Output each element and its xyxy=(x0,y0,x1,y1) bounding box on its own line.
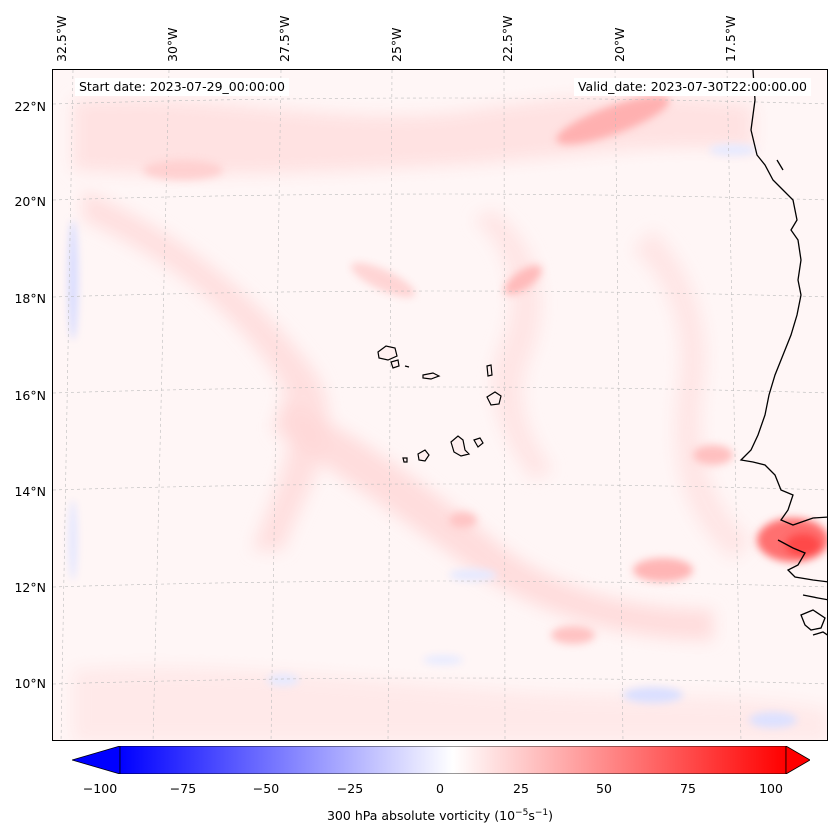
colorbar-tick-0: 0 xyxy=(436,781,444,796)
lon-label-25w: 25°W xyxy=(389,27,404,62)
colorbar-tick-neg100: −100 xyxy=(82,781,118,796)
vorticity-positive-bands xyxy=(73,95,827,740)
lon-label-17-5w: 17.5°W xyxy=(723,15,738,62)
lat-label-22n: 22°N xyxy=(14,99,46,114)
colorbar-tick-neg75: −75 xyxy=(169,781,197,796)
colorbar-label-exp1: −5 xyxy=(515,808,529,818)
colorbar-label: 300 hPa absolute vorticity (10−5s−1) xyxy=(0,808,837,823)
start-date-label: Start date: 2023-07-29_00:00:00 xyxy=(75,78,289,96)
lat-label-12n: 12°N xyxy=(14,580,46,595)
colorbar-tick-25: 25 xyxy=(513,781,529,796)
colorbar-min-extend xyxy=(72,746,121,774)
valid-date-label: Valid_date: 2023-07-30T22:00:00.00 xyxy=(573,78,811,96)
colorbar-tick-100: 100 xyxy=(759,781,783,796)
lat-label-16n: 16°N xyxy=(14,388,46,403)
lon-label-27-5w: 27.5°W xyxy=(277,15,292,62)
colorbar-tick-75: 75 xyxy=(680,781,696,796)
colorbar-label-mid: s xyxy=(528,808,535,824)
lon-label-30w: 30°W xyxy=(165,27,180,62)
coastline xyxy=(739,70,827,636)
lat-label-10n: 10°N xyxy=(14,676,46,691)
gridlines xyxy=(53,70,827,740)
lat-label-18n: 18°N xyxy=(14,291,46,306)
vorticity-field xyxy=(53,70,827,740)
vorticity-negative xyxy=(68,144,797,728)
colorbar-tick-50: 50 xyxy=(596,781,612,796)
lon-label-20w: 20°W xyxy=(612,27,627,62)
colorbar-label-exp2: −1 xyxy=(534,808,549,818)
colorbar-max-extend xyxy=(785,746,810,774)
colorbar-tick-neg50: −50 xyxy=(252,781,280,796)
colorbar-gradient xyxy=(119,746,787,774)
colorbar-label-suffix: ) xyxy=(548,808,553,824)
lat-label-14n: 14°N xyxy=(14,484,46,499)
cape-verde-islands xyxy=(377,345,502,463)
map-panel[interactable]: Start date: 2023-07-29_00:00:00 Valid_da… xyxy=(52,69,828,741)
colorbar-tick-neg25: −25 xyxy=(336,781,364,796)
vorticity-maxima xyxy=(143,95,827,644)
lat-label-20n: 20°N xyxy=(14,194,46,209)
lon-label-22-5w: 22.5°W xyxy=(500,15,515,62)
colorbar xyxy=(72,746,810,774)
lon-label-32-5w: 32.5°W xyxy=(54,15,69,62)
colorbar-label-prefix: 300 hPa absolute vorticity (10 xyxy=(326,808,516,824)
